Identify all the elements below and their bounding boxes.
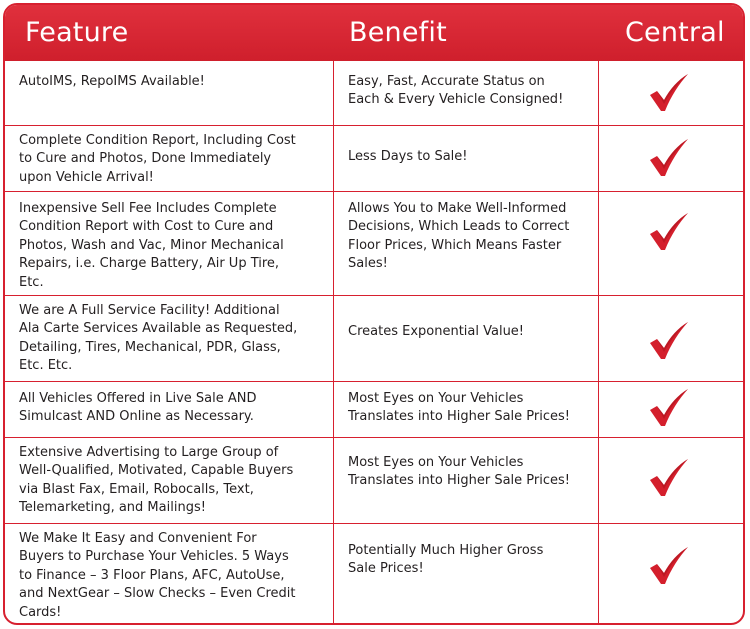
- feature-cell: We are A Full Service Facility! Addition…: [19, 303, 298, 374]
- check-icon: [650, 459, 688, 496]
- benefit-cell: Easy, Fast, Accurate Status on Each & Ev…: [348, 74, 564, 108]
- benefit-cell: Creates Exponential Value!: [348, 324, 525, 339]
- table-row: We Make It Easy and Convenient For Buyer…: [5, 523, 743, 623]
- table-header: Feature Benefit Central: [5, 5, 743, 61]
- check-icon: [650, 322, 688, 359]
- check-icon: [650, 74, 688, 111]
- column-divider: [598, 61, 599, 623]
- check-icon: [650, 389, 688, 426]
- feature-cell: All Vehicles Offered in Live Sale AND Si…: [19, 391, 257, 425]
- benefit-cell: Potentially Much Higher Gross Sale Price…: [348, 543, 544, 577]
- benefit-cell: Most Eyes on Your Vehicles Translates in…: [348, 455, 570, 489]
- table-row: We are A Full Service Facility! Addition…: [5, 295, 743, 381]
- feature-cell: We Make It Easy and Convenient For Buyer…: [19, 531, 296, 620]
- benefit-cell: Allows You to Make Well-Informed Decisio…: [348, 201, 570, 272]
- table-row: AutoIMS, RepoIMS Available! Easy, Fast, …: [5, 61, 743, 125]
- header-benefit: Benefit: [349, 17, 447, 48]
- table-row: All Vehicles Offered in Live Sale AND Si…: [5, 381, 743, 437]
- feature-cell: AutoIMS, RepoIMS Available!: [19, 74, 205, 89]
- benefit-cell: Less Days to Sale!: [348, 149, 468, 164]
- check-icon: [650, 139, 688, 176]
- table-row: Inexpensive Sell Fee Includes Complete C…: [5, 191, 743, 295]
- header-central: Central: [625, 17, 725, 48]
- column-divider: [333, 61, 334, 623]
- feature-cell: Inexpensive Sell Fee Includes Complete C…: [19, 201, 284, 290]
- feature-cell: Complete Condition Report, Including Cos…: [19, 133, 296, 185]
- comparison-table: Feature Benefit Central AutoIMS, RepoIMS…: [3, 3, 745, 625]
- benefit-cell: Most Eyes on Your Vehicles Translates in…: [348, 391, 570, 425]
- table-row: Extensive Advertising to Large Group of …: [5, 437, 743, 523]
- header-feature: Feature: [25, 17, 129, 48]
- table-row: Complete Condition Report, Including Cos…: [5, 125, 743, 191]
- check-icon: [650, 547, 688, 584]
- feature-cell: Extensive Advertising to Large Group of …: [19, 445, 294, 516]
- check-icon: [650, 213, 688, 250]
